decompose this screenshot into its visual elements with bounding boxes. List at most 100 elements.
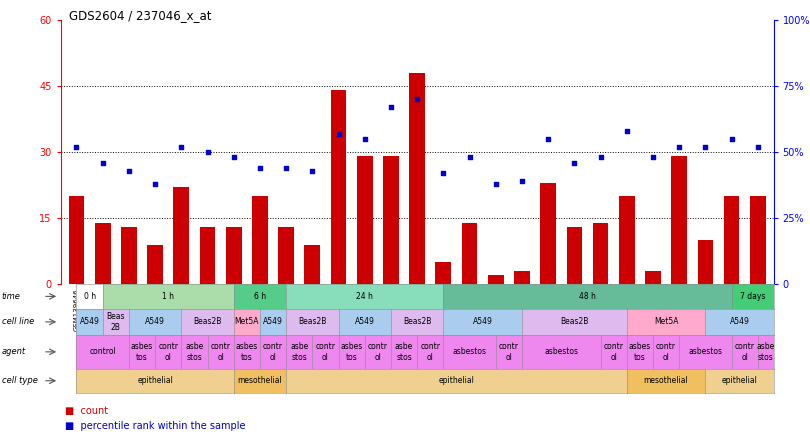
Bar [436, 262, 451, 284]
Bar [750, 196, 765, 284]
Text: A549: A549 [355, 317, 375, 326]
Point [463, 154, 476, 161]
Text: A549: A549 [79, 317, 100, 326]
Bar [593, 222, 608, 284]
Point [306, 167, 319, 174]
Text: Beas2B: Beas2B [561, 317, 589, 326]
Text: A549: A549 [473, 317, 492, 326]
Text: Beas2B: Beas2B [194, 317, 222, 326]
Bar [540, 183, 556, 284]
Bar [173, 187, 190, 284]
Text: 1 h: 1 h [162, 292, 174, 301]
Text: asbe
stos: asbe stos [185, 342, 203, 361]
Point [542, 135, 555, 143]
Text: contr
ol: contr ol [158, 342, 178, 361]
Point [646, 154, 659, 161]
Text: contr
ol: contr ol [656, 342, 676, 361]
Text: 24 h: 24 h [356, 292, 373, 301]
Point [201, 149, 214, 156]
Text: asbes
tos: asbes tos [340, 342, 363, 361]
Bar [69, 196, 84, 284]
Text: A549: A549 [145, 317, 165, 326]
Point [385, 103, 398, 111]
Text: GDS2604 / 237046_x_at: GDS2604 / 237046_x_at [69, 9, 211, 22]
Bar [121, 227, 137, 284]
Point [620, 127, 633, 135]
Text: ■  percentile rank within the sample: ■ percentile rank within the sample [65, 421, 245, 431]
Text: asbe
stos: asbe stos [290, 342, 309, 361]
Bar [724, 196, 740, 284]
Bar [697, 240, 714, 284]
Text: contr
ol: contr ol [420, 342, 441, 361]
Text: cell type: cell type [2, 376, 37, 385]
Bar [514, 271, 530, 284]
Text: contr
ol: contr ol [603, 342, 624, 361]
Bar [330, 91, 347, 284]
Text: contr
ol: contr ol [263, 342, 283, 361]
Point [515, 178, 528, 185]
Text: cell line: cell line [2, 317, 34, 326]
Point [122, 167, 135, 174]
Bar [147, 245, 163, 284]
Point [228, 154, 241, 161]
Point [148, 180, 161, 187]
Text: Beas
2B: Beas 2B [107, 312, 125, 332]
Point [568, 159, 581, 166]
Bar [671, 156, 687, 284]
Bar [95, 222, 110, 284]
Text: A549: A549 [263, 317, 283, 326]
Point [96, 159, 109, 166]
Point [489, 180, 502, 187]
Text: asbes
tos: asbes tos [629, 342, 651, 361]
Text: Beas2B: Beas2B [298, 317, 326, 326]
Point [752, 143, 765, 151]
Bar [462, 222, 477, 284]
Point [725, 135, 738, 143]
Text: contr
ol: contr ol [735, 342, 755, 361]
Text: contr
ol: contr ol [368, 342, 388, 361]
Point [699, 143, 712, 151]
Text: contr
ol: contr ol [315, 342, 335, 361]
Text: Met5A: Met5A [235, 317, 259, 326]
Point [594, 154, 607, 161]
Text: ■  count: ■ count [65, 406, 108, 416]
Point [279, 164, 292, 171]
Bar [226, 227, 241, 284]
Text: control: control [89, 347, 116, 357]
Text: epithelial: epithelial [137, 376, 173, 385]
Text: 48 h: 48 h [579, 292, 596, 301]
Bar [409, 73, 425, 284]
Bar [279, 227, 294, 284]
Text: asbestos: asbestos [544, 347, 578, 357]
Text: asbe
stos: asbe stos [395, 342, 413, 361]
Bar [305, 245, 320, 284]
Bar [252, 196, 268, 284]
Text: asbestos: asbestos [688, 347, 723, 357]
Point [332, 130, 345, 137]
Point [358, 135, 371, 143]
Point [437, 170, 450, 177]
Text: A549: A549 [730, 317, 749, 326]
Text: Met5A: Met5A [654, 317, 678, 326]
Text: asbestos: asbestos [453, 347, 487, 357]
Text: 6 h: 6 h [254, 292, 266, 301]
Bar [357, 156, 373, 284]
Bar [488, 275, 504, 284]
Bar [566, 227, 582, 284]
Text: epithelial: epithelial [438, 376, 475, 385]
Text: contr
ol: contr ol [211, 342, 231, 361]
Text: asbe
stos: asbe stos [757, 342, 775, 361]
Text: Beas2B: Beas2B [403, 317, 432, 326]
Bar [383, 156, 399, 284]
Point [70, 143, 83, 151]
Text: mesothelial: mesothelial [644, 376, 688, 385]
Bar [645, 271, 661, 284]
Point [411, 96, 424, 103]
Text: 7 days: 7 days [740, 292, 765, 301]
Bar [199, 227, 215, 284]
Text: contr
ol: contr ol [499, 342, 519, 361]
Bar [619, 196, 635, 284]
Text: mesothelial: mesothelial [237, 376, 283, 385]
Text: time: time [2, 292, 20, 301]
Text: asbes
tos: asbes tos [236, 342, 258, 361]
